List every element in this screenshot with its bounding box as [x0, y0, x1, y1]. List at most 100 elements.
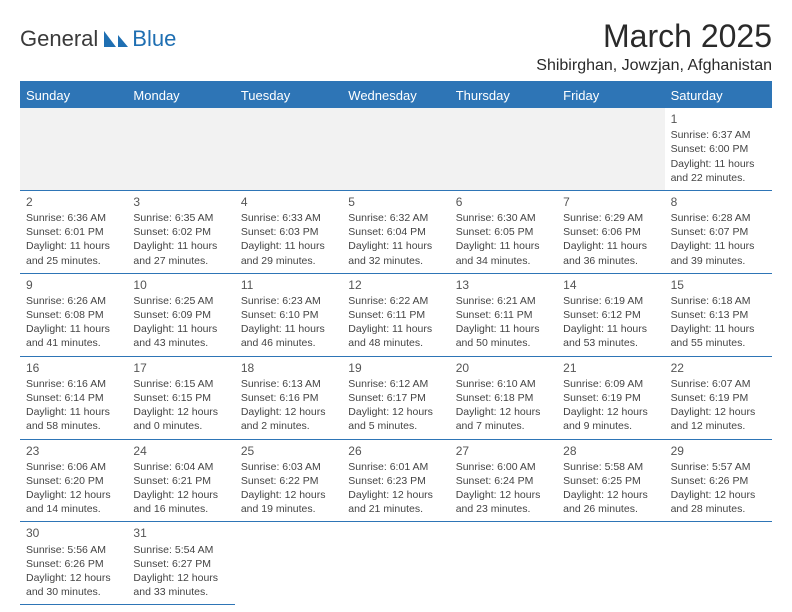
calendar-cell: 15Sunrise: 6:18 AMSunset: 6:13 PMDayligh… [665, 274, 772, 357]
sunrise-text: Sunrise: 6:01 AM [348, 460, 443, 474]
sunset-text: Sunset: 6:06 PM [563, 225, 658, 239]
day-number: 12 [348, 277, 443, 293]
calendar-cell-empty [342, 108, 449, 191]
logo-sail-icon [102, 29, 132, 49]
calendar-cell: 2Sunrise: 6:36 AMSunset: 6:01 PMDaylight… [20, 191, 127, 274]
sunset-text: Sunset: 6:07 PM [671, 225, 766, 239]
calendar-cell: 10Sunrise: 6:25 AMSunset: 6:09 PMDayligh… [127, 274, 234, 357]
day-number: 17 [133, 360, 228, 376]
weekday-header: Friday [557, 83, 664, 108]
sunset-text: Sunset: 6:09 PM [133, 308, 228, 322]
day-number: 30 [26, 525, 121, 541]
calendar-cell: 4Sunrise: 6:33 AMSunset: 6:03 PMDaylight… [235, 191, 342, 274]
day-number: 10 [133, 277, 228, 293]
daylight-text: Daylight: 12 hours and 28 minutes. [671, 488, 766, 516]
day-number: 20 [456, 360, 551, 376]
calendar-cell: 9Sunrise: 6:26 AMSunset: 6:08 PMDaylight… [20, 274, 127, 357]
calendar-week-row: 16Sunrise: 6:16 AMSunset: 6:14 PM Dayligh… [20, 357, 772, 440]
weekday-header: Monday [127, 83, 234, 108]
calendar-cell-blank [342, 522, 449, 605]
day-number: 26 [348, 443, 443, 459]
day-number: 2 [26, 194, 121, 210]
weekday-header: Sunday [20, 83, 127, 108]
weekday-header: Saturday [665, 83, 772, 108]
day-number: 1 [671, 111, 766, 127]
day-number: 24 [133, 443, 228, 459]
sunset-text: Sunset: 6:04 PM [348, 225, 443, 239]
calendar-cell: 30Sunrise: 5:56 AMSunset: 6:26 PMDayligh… [20, 522, 127, 605]
daylight-text: Daylight: 11 hours and 50 minutes. [456, 322, 551, 350]
day-number: 14 [563, 277, 658, 293]
calendar-cell-empty [127, 108, 234, 191]
sunset-text: Sunset: 6:14 PM [26, 391, 121, 405]
sunset-text: Sunset: 6:05 PM [456, 225, 551, 239]
calendar-cell-blank [450, 522, 557, 605]
sunrise-text: Sunrise: 6:07 AM [671, 377, 766, 391]
calendar-cell: 20Sunrise: 6:10 AMSunset: 6:18 PMDayligh… [450, 357, 557, 440]
daylight-text: Daylight: 11 hours and 29 minutes. [241, 239, 336, 267]
day-number: 9 [26, 277, 121, 293]
sunset-text: Sunset: 6:12 PM [563, 308, 658, 322]
sunrise-text: Sunrise: 6:25 AM [133, 294, 228, 308]
calendar-cell: 25Sunrise: 6:03 AMSunset: 6:22 PMDayligh… [235, 440, 342, 523]
sunset-text: Sunset: 6:08 PM [26, 308, 121, 322]
sunrise-text: Sunrise: 6:37 AM [671, 128, 766, 142]
calendar-cell: 17Sunrise: 6:15 AMSunset: 6:15 PMDayligh… [127, 357, 234, 440]
sunset-text: Sunset: 6:26 PM [671, 474, 766, 488]
calendar-week-row: 9Sunrise: 6:26 AMSunset: 6:08 PMDaylight… [20, 274, 772, 357]
daylight-text: Daylight: 11 hours and 39 minutes. [671, 239, 766, 267]
sunrise-text: Sunrise: 6:10 AM [456, 377, 551, 391]
sunrise-text: Sunrise: 6:06 AM [26, 460, 121, 474]
sunrise-text: Sunrise: 6:32 AM [348, 211, 443, 225]
calendar-cell: 18Sunrise: 6:13 AMSunset: 6:16 PMDayligh… [235, 357, 342, 440]
daylight-text: Daylight: 11 hours and 22 minutes. [671, 157, 766, 185]
calendar-week-row: 1Sunrise: 6:37 AMSunset: 6:00 PMDaylight… [20, 108, 772, 191]
calendar-cell: 28Sunrise: 5:58 AMSunset: 6:25 PMDayligh… [557, 440, 664, 523]
daylight-text: Daylight: 11 hours and 48 minutes. [348, 322, 443, 350]
location: Shibirghan, Jowzjan, Afghanistan [536, 57, 772, 75]
calendar-cell: 3Sunrise: 6:35 AMSunset: 6:02 PMDaylight… [127, 191, 234, 274]
sunrise-text: Sunrise: 6:13 AM [241, 377, 336, 391]
daylight-text: Daylight: 11 hours and 53 minutes. [563, 322, 658, 350]
sunrise-text: Sunrise: 6:33 AM [241, 211, 336, 225]
calendar-cell: 7Sunrise: 6:29 AMSunset: 6:06 PMDaylight… [557, 191, 664, 274]
sunset-text: Sunset: 6:01 PM [26, 225, 121, 239]
sunset-text: Sunset: 6:23 PM [348, 474, 443, 488]
sunset-text: Sunset: 6:17 PM [348, 391, 443, 405]
day-number: 25 [241, 443, 336, 459]
calendar-week-row: 23Sunrise: 6:06 AMSunset: 6:20 PMDayligh… [20, 440, 772, 523]
daylight-text: Daylight: 12 hours and 0 minutes. [133, 405, 228, 433]
sunrise-text: Sunrise: 6:03 AM [241, 460, 336, 474]
day-number: 16 [26, 360, 121, 376]
day-number: 28 [563, 443, 658, 459]
day-number: 7 [563, 194, 658, 210]
sunrise-text: Sunrise: 6:16 AM [26, 377, 121, 391]
calendar-cell-blank [665, 522, 772, 605]
day-number: 23 [26, 443, 121, 459]
sunset-text: Sunset: 6:02 PM [133, 225, 228, 239]
daylight-text: Daylight: 11 hours and 41 minutes. [26, 322, 121, 350]
sunset-text: Sunset: 6:25 PM [563, 474, 658, 488]
calendar-cell: 14Sunrise: 6:19 AMSunset: 6:12 PMDayligh… [557, 274, 664, 357]
day-number: 21 [563, 360, 658, 376]
logo-text-1: General [20, 26, 98, 52]
calendar-cell: 24Sunrise: 6:04 AMSunset: 6:21 PMDayligh… [127, 440, 234, 523]
calendar-cell: 21Sunrise: 6:09 AMSunset: 6:19 PMDayligh… [557, 357, 664, 440]
weekday-header-row: Sunday Monday Tuesday Wednesday Thursday… [20, 83, 772, 108]
weekday-header: Wednesday [342, 83, 449, 108]
sunset-text: Sunset: 6:03 PM [241, 225, 336, 239]
calendar-cell: 5Sunrise: 6:32 AMSunset: 6:04 PMDaylight… [342, 191, 449, 274]
weekday-header: Tuesday [235, 83, 342, 108]
daylight-text: Daylight: 11 hours and 25 minutes. [26, 239, 121, 267]
calendar: Sunday Monday Tuesday Wednesday Thursday… [20, 81, 772, 605]
daylight-text: Daylight: 12 hours and 7 minutes. [456, 405, 551, 433]
sunset-text: Sunset: 6:11 PM [348, 308, 443, 322]
day-number: 11 [241, 277, 336, 293]
calendar-cell: 19Sunrise: 6:12 AMSunset: 6:17 PMDayligh… [342, 357, 449, 440]
calendar-cell: 8Sunrise: 6:28 AMSunset: 6:07 PMDaylight… [665, 191, 772, 274]
sunrise-text: Sunrise: 6:21 AM [456, 294, 551, 308]
daylight-text: Daylight: 11 hours and 55 minutes. [671, 322, 766, 350]
daylight-text: Daylight: 12 hours and 19 minutes. [241, 488, 336, 516]
sunrise-text: Sunrise: 6:35 AM [133, 211, 228, 225]
calendar-cell-blank [235, 522, 342, 605]
